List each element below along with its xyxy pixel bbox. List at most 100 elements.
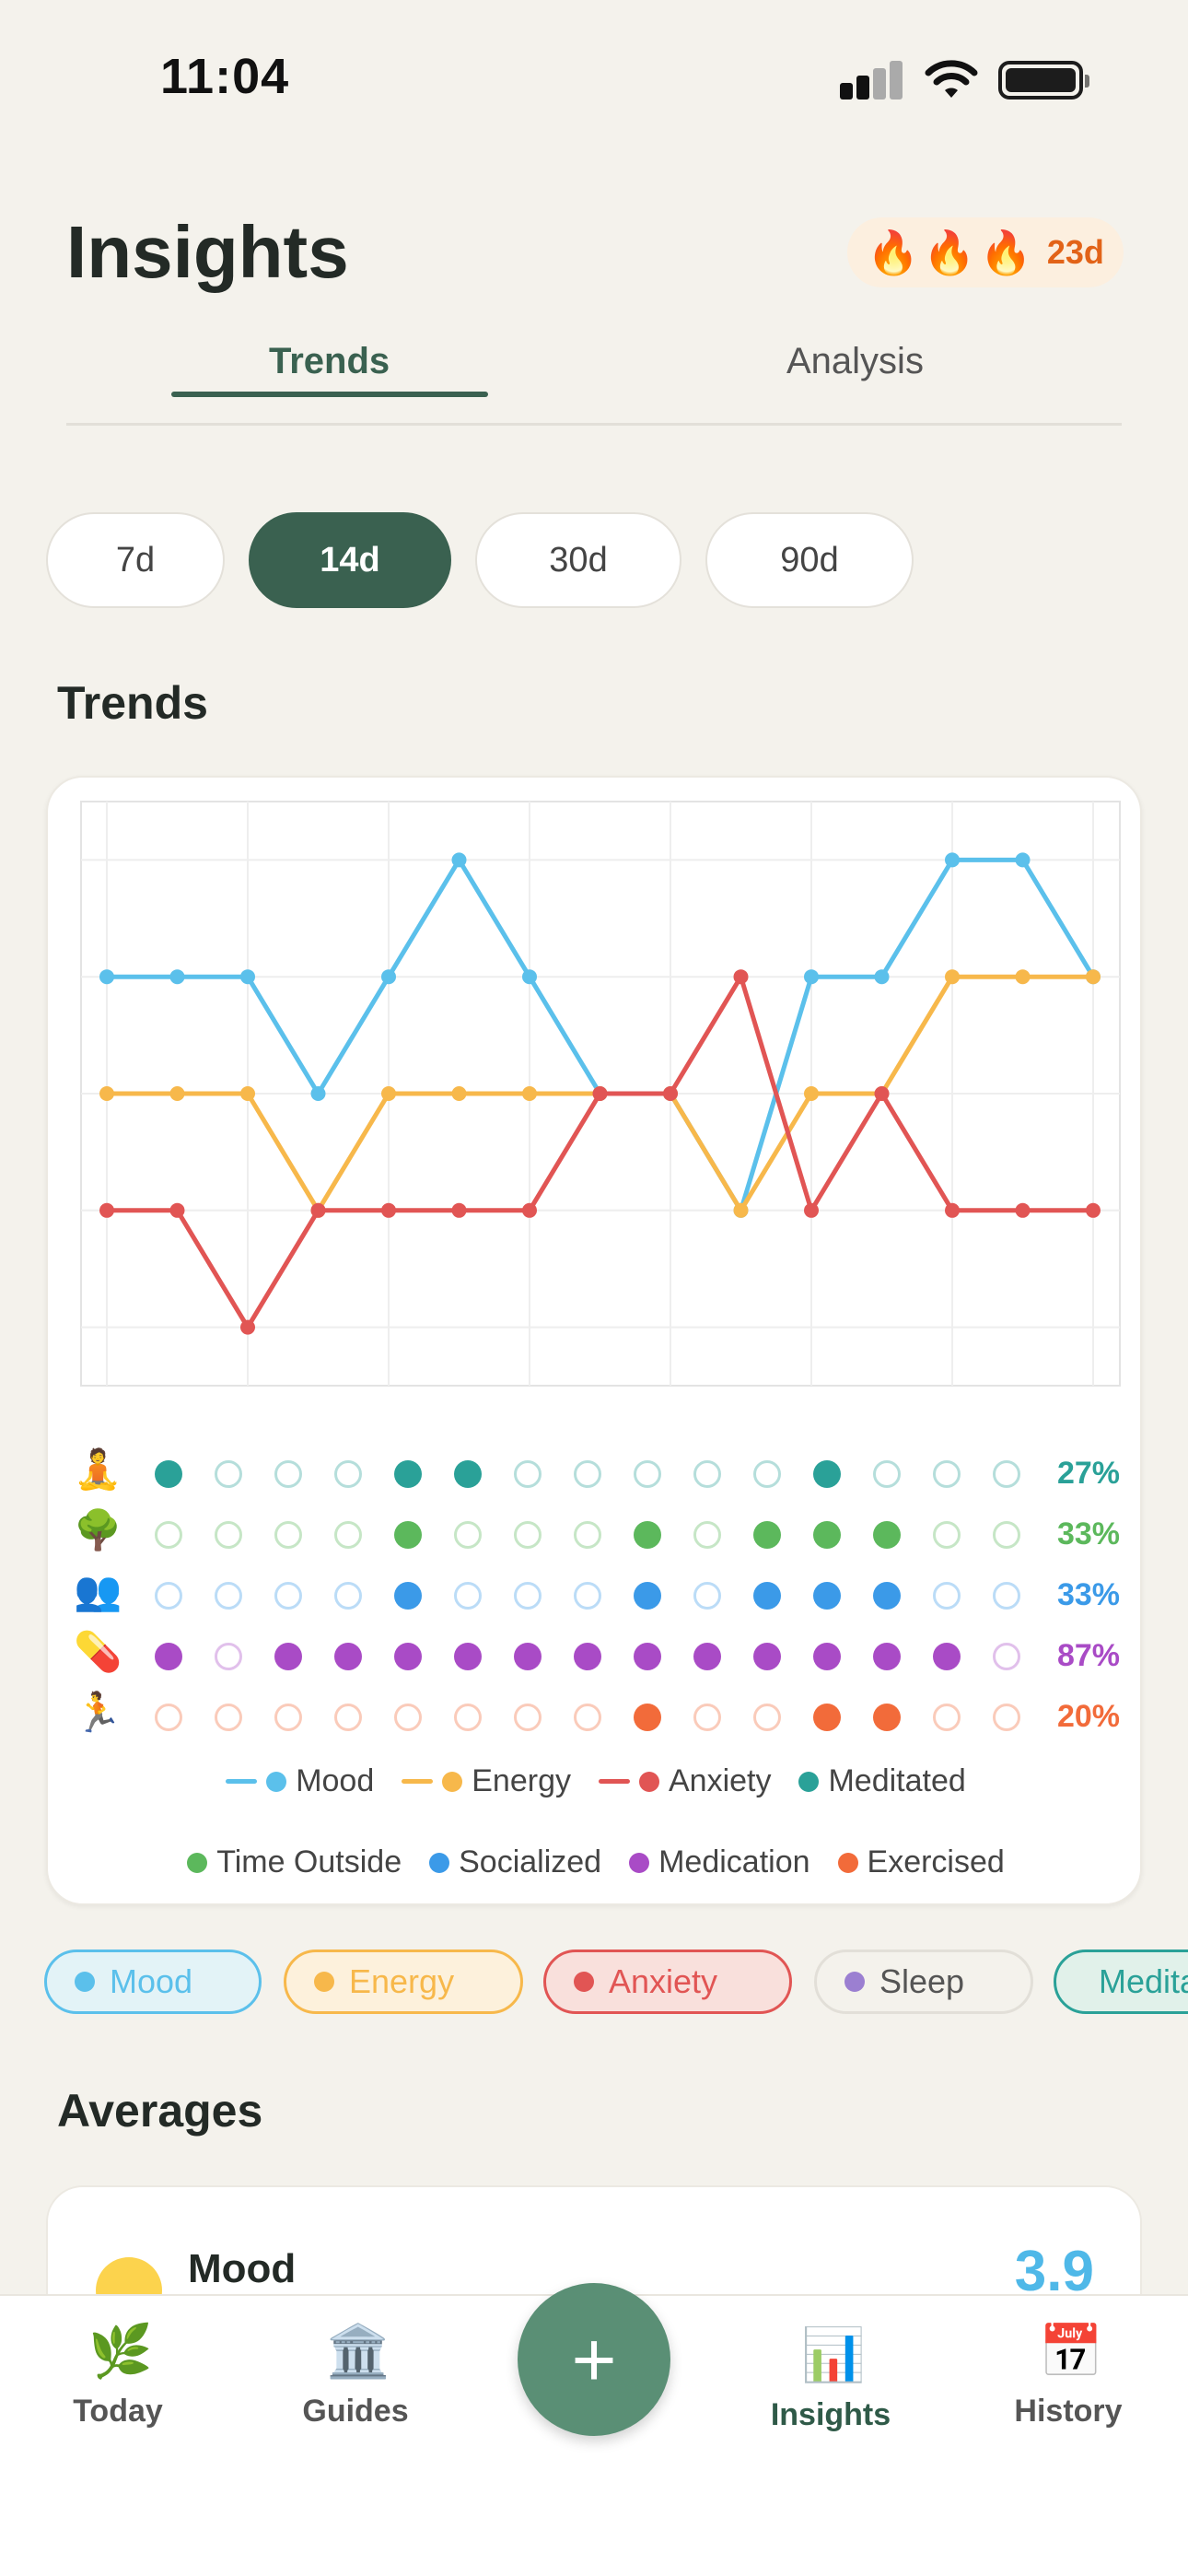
habit-row-socialized: 👥 33% [48,1568,1144,1623]
nav-insights[interactable]: 📊 Insights [739,2325,923,2433]
energy-data-point[interactable] [1086,969,1101,985]
legend-dot-swatch [429,1852,450,1873]
anxiety-data-point[interactable] [1086,1202,1101,1218]
habit-day-dot [693,1521,721,1549]
legend-item-medication: Medication [629,1844,810,1880]
energy-data-point[interactable] [804,1086,819,1101]
battery-icon [998,61,1089,100]
habit-day-dot [813,1704,841,1731]
habit-row-exercised: 🏃 20% [48,1690,1144,1745]
anxiety-data-point[interactable] [733,969,749,985]
mood-data-point[interactable] [874,969,890,985]
energy-data-point[interactable] [733,1202,749,1218]
streak-days-label: 23d [1046,233,1104,271]
legend-line-swatch [226,1779,258,1784]
mood-data-point[interactable] [310,1086,326,1101]
habit-day-dot [813,1643,841,1670]
energy-data-point[interactable] [945,969,960,985]
mood-data-point[interactable] [1015,852,1031,868]
anxiety-data-point[interactable] [169,1202,185,1218]
habit-day-dot [394,1521,422,1549]
anxiety-data-point[interactable] [592,1086,608,1101]
habit-day-dot [574,1643,601,1670]
legend-item-exercised: Exercised [837,1844,1005,1880]
habit-day-dot [574,1521,601,1549]
range-7d-button[interactable]: 7d [46,512,225,608]
habit-day-dot [693,1704,721,1731]
anxiety-data-point[interactable] [1015,1202,1031,1218]
energy-data-point[interactable] [381,1086,396,1101]
cellular-signal-icon [840,61,904,100]
habit-day-dot [813,1521,841,1549]
habit-day-dot [574,1460,601,1488]
anxiety-data-point[interactable] [874,1086,890,1101]
average-value: 3.9 [1014,2240,1094,2303]
range-30d-button[interactable]: 30d [475,512,681,608]
energy-data-point[interactable] [240,1086,255,1101]
range-14d-button[interactable]: 14d [249,512,451,608]
range-90d-button[interactable]: 90d [705,512,914,608]
tab-analysis[interactable]: Analysis [786,341,924,381]
anxiety-data-point[interactable] [240,1319,255,1335]
mood-data-point[interactable] [945,852,960,868]
nav-label: Guides [302,2394,409,2429]
average-label: Mood [188,2246,297,2291]
metric-filter-chips: Mood Energy Anxiety Sleep Meditated [0,1950,1188,2016]
anxiety-data-point[interactable] [804,1202,819,1218]
nav-label: Insights [770,2397,891,2432]
habit-day-dot [634,1704,661,1731]
filter-chip-meditated[interactable]: Meditated [1054,1950,1188,2014]
streak-badge[interactable]: 🔥 🔥 🔥 23d [847,217,1124,287]
habit-day-dot [873,1521,901,1549]
filter-chip-energy[interactable]: Energy [284,1950,523,2014]
chip-label: Sleep [879,1962,965,2000]
status-bar: 11:04 [0,0,1188,138]
habit-day-dot [634,1582,661,1610]
mood-data-point[interactable] [240,969,255,985]
energy-data-point[interactable] [522,1086,537,1101]
energy-data-point[interactable] [99,1086,114,1101]
habit-day-dot [813,1460,841,1488]
habit-day-dot [514,1704,542,1731]
anxiety-data-point[interactable] [663,1086,678,1101]
habit-day-dot [155,1643,182,1670]
energy-data-point[interactable] [1015,969,1031,985]
filter-chip-sleep[interactable]: Sleep [814,1950,1033,2014]
energy-data-point[interactable] [451,1086,467,1101]
anxiety-data-point[interactable] [945,1202,960,1218]
anxiety-data-point[interactable] [522,1202,537,1218]
energy-data-point[interactable] [169,1086,185,1101]
mood-data-point[interactable] [169,969,185,985]
habit-day-dot [574,1704,601,1731]
filter-chip-mood[interactable]: Mood [44,1950,262,2014]
chip-label: Meditated [1099,1962,1188,2000]
add-entry-button[interactable]: + [518,2283,670,2436]
mood-data-point[interactable] [522,969,537,985]
anxiety-data-point[interactable] [451,1202,467,1218]
classical-building-icon: 🏛️ [326,2322,390,2380]
habit-day-dot [933,1521,961,1549]
habit-day-dot [334,1460,362,1488]
tab-trends[interactable]: Trends [269,341,390,381]
mood-data-point[interactable] [451,852,467,868]
trends-card: 🧘 27% 🌳 33% 👥 33% 💊 87% 🏃 20% Mood Energy Anxiety Me… [46,776,1142,1905]
habit-day-dot [215,1643,242,1670]
range-selector: 7d 14d 30d 90d [0,512,1188,608]
filter-chip-anxiety[interactable]: Anxiety [543,1950,792,2014]
nav-history[interactable]: 📅 History [976,2322,1160,2430]
anxiety-data-point[interactable] [310,1202,326,1218]
time-outside-icon: 🌳 [74,1508,122,1551]
anxiety-data-point[interactable] [381,1202,396,1218]
mood-data-point[interactable] [804,969,819,985]
bar-chart-icon: 📊 [801,2325,866,2383]
habit-day-dot [933,1460,961,1488]
trends-section-title: Trends [57,677,208,729]
legend-row-1: Mood Energy Anxiety Meditated [48,1763,1144,1799]
nav-guides[interactable]: 🏛️ Guides [263,2322,448,2430]
nav-today[interactable]: 🌿 Today [26,2322,210,2430]
mood-data-point[interactable] [99,969,114,985]
bottom-navigation: 🌿 Today 🏛️ Guides + 📊 Insights 📅 History [0,2283,1188,2576]
legend-item-anxiety: Anxiety [598,1763,771,1799]
mood-data-point[interactable] [381,969,396,985]
anxiety-data-point[interactable] [99,1202,114,1218]
